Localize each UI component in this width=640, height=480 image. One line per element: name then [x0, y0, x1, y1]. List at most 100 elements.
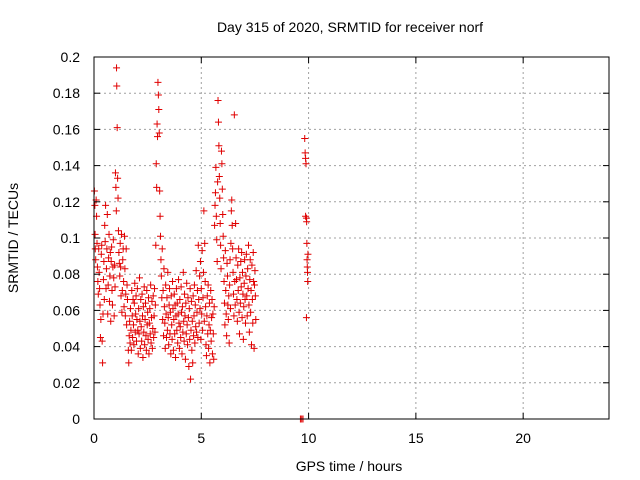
data-point: [173, 326, 181, 334]
data-point: [152, 241, 160, 249]
data-point: [190, 312, 198, 320]
data-point: [221, 247, 229, 255]
data-point: [140, 283, 148, 291]
data-point: [203, 292, 211, 300]
data-point: [116, 272, 124, 280]
data-point: [140, 328, 148, 336]
data-point: [205, 299, 213, 307]
data-point: [219, 210, 227, 218]
data-point: [105, 230, 113, 238]
data-point: [177, 283, 185, 291]
data-point: [186, 335, 194, 343]
data-point: [111, 261, 119, 269]
data-point: [167, 350, 175, 358]
data-point: [185, 305, 193, 313]
x-tick-label: 15: [408, 430, 424, 446]
data-point: [157, 256, 165, 264]
data-point: [96, 334, 104, 342]
data-point: [183, 279, 191, 287]
data-point: [192, 323, 200, 331]
data-point: [107, 317, 115, 325]
data-point: [191, 339, 199, 347]
data-point: [249, 248, 257, 256]
data-point: [190, 281, 198, 289]
data-point: [138, 337, 146, 345]
data-point: [175, 276, 183, 284]
data-point: [216, 194, 224, 202]
data-point: [109, 263, 117, 271]
data-point: [116, 239, 124, 247]
data-point: [212, 163, 220, 171]
data-point: [234, 286, 242, 294]
data-point: [144, 335, 152, 343]
x-tick-label: 0: [90, 430, 98, 446]
data-point: [134, 326, 142, 334]
data-point: [175, 344, 183, 352]
data-point: [224, 301, 232, 309]
data-point: [103, 245, 111, 253]
data-point: [152, 160, 160, 168]
data-point: [95, 245, 103, 253]
data-point: [236, 274, 244, 282]
data-point: [230, 312, 238, 320]
data-point: [155, 105, 163, 113]
x-tick-label: 5: [197, 430, 205, 446]
data-point: [196, 305, 204, 313]
data-point: [244, 265, 252, 273]
data-point: [105, 254, 113, 262]
data-point: [173, 299, 181, 307]
data-point: [220, 299, 228, 307]
data-point: [239, 335, 247, 343]
data-point: [194, 241, 202, 249]
data-point: [250, 344, 258, 352]
data-point: [139, 303, 147, 311]
data-point: [238, 268, 246, 276]
data-point: [120, 303, 128, 311]
data-point: [134, 350, 142, 358]
data-point: [153, 120, 161, 128]
data-point: [231, 277, 239, 285]
data-point: [107, 258, 115, 266]
data-point: [98, 337, 106, 345]
data-point: [125, 332, 133, 340]
data-point: [204, 281, 212, 289]
data-point: [180, 317, 188, 325]
data-point: [184, 341, 192, 349]
data-point: [106, 272, 114, 280]
data-point: [112, 183, 120, 191]
y-tick-label: 0.1: [61, 230, 81, 246]
data-point: [121, 312, 129, 320]
data-point: [214, 118, 222, 126]
data-point: [163, 334, 171, 342]
data-point: [217, 147, 225, 155]
data-point: [160, 332, 168, 340]
data-point: [128, 312, 136, 320]
data-point: [211, 189, 219, 197]
data-point: [207, 337, 215, 345]
data-point: [129, 321, 137, 329]
data-point: [144, 308, 152, 316]
data-point: [237, 258, 245, 266]
data-point: [197, 285, 205, 293]
data-point: [172, 285, 180, 293]
data-point: [226, 281, 234, 289]
data-point: [220, 254, 228, 262]
data-point: [224, 315, 232, 323]
data-point: [184, 294, 192, 302]
y-tick-label: 0.06: [53, 302, 80, 318]
data-point: [180, 337, 188, 345]
data-point: [166, 285, 174, 293]
data-point: [245, 328, 253, 336]
data-point: [200, 207, 208, 215]
data-point: [302, 314, 310, 322]
data-point: [91, 230, 99, 238]
data-point: [133, 285, 141, 293]
data-point: [126, 317, 134, 325]
data-point: [162, 310, 170, 318]
data-point: [233, 317, 241, 325]
data-point: [302, 160, 310, 168]
data-point: [93, 263, 101, 271]
x-axis-label: GPS time / hours: [296, 458, 403, 474]
data-point: [206, 359, 214, 367]
